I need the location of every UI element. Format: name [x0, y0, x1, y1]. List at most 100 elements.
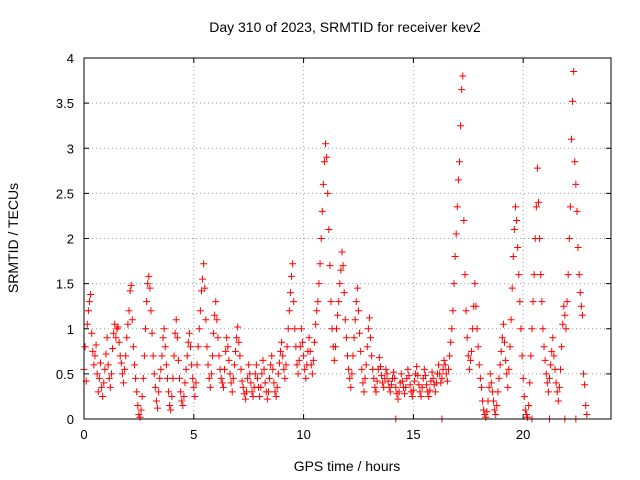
data-point	[491, 406, 499, 414]
axis-ticks: 0 5 10 15 20 0 0.5 1 1.5 2 2.5 3 3.5 4	[56, 51, 611, 442]
data-point	[463, 334, 471, 342]
data-point	[564, 271, 572, 279]
data-point	[151, 383, 159, 391]
data-point	[180, 392, 188, 400]
data-point	[289, 260, 297, 268]
data-point	[375, 354, 383, 362]
data-point	[342, 334, 350, 342]
data-point	[376, 363, 384, 371]
data-point	[462, 307, 470, 315]
data-point	[161, 343, 169, 351]
data-point	[234, 323, 242, 331]
data-point	[194, 343, 202, 351]
data-point	[99, 392, 107, 400]
y-tick-label: 2	[67, 232, 74, 247]
data-point	[420, 365, 428, 373]
data-point	[152, 397, 160, 405]
data-point	[263, 395, 271, 403]
data-point	[547, 361, 555, 369]
data-point	[205, 374, 213, 382]
data-point	[513, 216, 521, 224]
data-point	[318, 207, 326, 215]
data-point	[494, 388, 502, 396]
data-point	[270, 379, 278, 387]
data-point	[581, 381, 589, 389]
data-point	[285, 307, 293, 315]
data-point	[475, 361, 483, 369]
data-point	[293, 361, 301, 369]
data-point	[490, 397, 498, 405]
data-point	[311, 338, 319, 346]
data-point	[261, 379, 269, 387]
data-point	[528, 325, 536, 333]
data-point	[279, 352, 287, 360]
data-point	[578, 311, 586, 319]
data-point	[569, 97, 577, 105]
data-point	[269, 365, 277, 373]
data-point	[365, 314, 373, 322]
data-point	[472, 302, 480, 310]
data-point	[553, 388, 561, 396]
data-point	[536, 235, 544, 242]
data-point	[179, 401, 187, 409]
data-point	[224, 343, 232, 351]
data-point	[492, 410, 500, 418]
data-point	[235, 338, 243, 346]
data-point	[371, 383, 379, 391]
data-point	[84, 307, 92, 315]
data-point	[443, 377, 451, 385]
data-point	[465, 365, 473, 373]
data-point	[271, 388, 279, 396]
x-tick-label: 10	[296, 427, 310, 442]
data-point	[440, 356, 448, 364]
data-point	[543, 379, 551, 387]
data-point	[127, 281, 135, 289]
data-point	[98, 383, 106, 391]
data-point	[149, 352, 157, 360]
data-point	[338, 248, 346, 256]
data-point	[402, 383, 410, 391]
data-point	[524, 413, 532, 421]
data-point	[507, 316, 515, 324]
data-point	[275, 359, 283, 367]
data-point	[297, 325, 305, 333]
data-point	[230, 361, 238, 369]
data-point	[307, 361, 315, 369]
data-points	[80, 68, 591, 423]
data-point	[193, 361, 201, 369]
data-point	[515, 271, 523, 279]
data-point	[268, 352, 276, 360]
data-point	[181, 379, 189, 387]
y-tick-label: 1	[67, 322, 74, 337]
data-point	[423, 381, 431, 389]
data-point	[93, 370, 101, 378]
data-point	[373, 377, 381, 385]
data-point	[241, 395, 249, 403]
data-point	[114, 323, 122, 331]
data-point	[346, 374, 354, 382]
data-point	[207, 370, 215, 378]
data-point	[123, 334, 131, 342]
data-point	[122, 352, 130, 360]
data-point	[238, 377, 246, 385]
data-point	[510, 225, 518, 233]
data-point	[451, 253, 459, 261]
data-point	[441, 361, 449, 369]
data-point	[274, 370, 282, 378]
data-point	[431, 388, 439, 396]
data-point	[359, 379, 367, 387]
data-point	[139, 374, 147, 382]
data-point	[167, 406, 175, 414]
data-point	[239, 383, 247, 391]
data-point	[408, 392, 416, 400]
data-point	[196, 307, 204, 315]
data-point	[334, 311, 342, 319]
data-point	[410, 377, 418, 385]
data-point	[379, 379, 387, 387]
data-point	[312, 320, 320, 328]
data-point	[195, 325, 203, 333]
data-point	[583, 410, 591, 418]
data-point	[394, 395, 402, 403]
data-point	[214, 334, 222, 342]
